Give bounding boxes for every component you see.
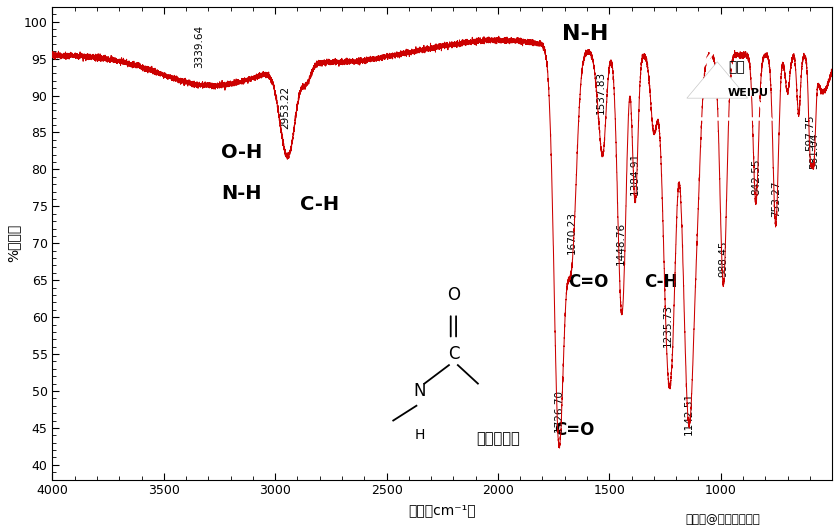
Text: 搜狐号@微谱科技集团: 搜狐号@微谱科技集团 bbox=[685, 513, 760, 526]
Text: O-H: O-H bbox=[221, 143, 263, 162]
Text: N: N bbox=[414, 382, 426, 400]
Text: 1142.51: 1142.51 bbox=[684, 392, 694, 435]
Text: 597.75: 597.75 bbox=[805, 115, 816, 151]
Text: H: H bbox=[414, 428, 425, 442]
Text: 3339.64: 3339.64 bbox=[195, 24, 205, 68]
Text: 753.27: 753.27 bbox=[771, 181, 780, 218]
Y-axis label: %透过率: %透过率 bbox=[7, 224, 21, 262]
Text: 842.55: 842.55 bbox=[751, 159, 761, 195]
Text: 2953.22: 2953.22 bbox=[280, 86, 290, 129]
Text: 581.04: 581.04 bbox=[809, 133, 819, 169]
Text: 1448.76: 1448.76 bbox=[616, 222, 626, 266]
Text: 1235.73: 1235.73 bbox=[663, 304, 673, 347]
Text: 1537.83: 1537.83 bbox=[596, 71, 606, 114]
Text: 1726.70: 1726.70 bbox=[554, 389, 564, 431]
Text: 988.45: 988.45 bbox=[718, 240, 728, 277]
Text: 1384.91: 1384.91 bbox=[630, 152, 640, 195]
Text: C-H: C-H bbox=[300, 195, 339, 214]
Text: C=O: C=O bbox=[555, 421, 595, 439]
Text: N-H: N-H bbox=[561, 24, 608, 44]
Text: C-H: C-H bbox=[644, 274, 677, 291]
Text: O: O bbox=[447, 286, 460, 304]
Text: C=O: C=O bbox=[568, 274, 608, 291]
Text: 1670.23: 1670.23 bbox=[566, 211, 576, 254]
Text: C: C bbox=[448, 345, 459, 363]
X-axis label: 波数（cm⁻¹）: 波数（cm⁻¹） bbox=[409, 503, 476, 517]
Text: N-H: N-H bbox=[221, 184, 262, 203]
Text: 酰胺类单体: 酰胺类单体 bbox=[476, 431, 520, 446]
